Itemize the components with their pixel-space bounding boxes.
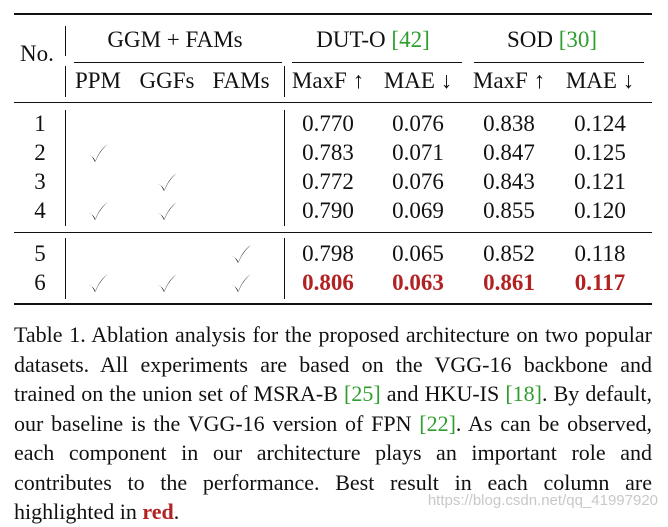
caption-text: Table 1. Ablation analysis for the propo… [14, 322, 652, 406]
table-caption: Table 1. Ablation analysis for the propo… [14, 320, 652, 527]
ppm-check-icon [89, 202, 108, 220]
no-column-divider [65, 26, 66, 56]
dut-maxf-value: 0.806 [302, 270, 354, 295]
caption-text: . As can be observed, each component in … [14, 410, 652, 525]
highlight-word: red [142, 499, 174, 524]
components-group-header: GGM + FAMs [107, 27, 243, 52]
sod-maxf-value: 0.838 [483, 111, 535, 136]
sod-mae-value: 0.118 [574, 241, 626, 266]
dut-maxf-value: 0.783 [302, 140, 354, 165]
dut-mae-value: 0.063 [392, 270, 444, 295]
ggfs-check-icon [158, 274, 177, 292]
dut-group-underline [292, 62, 462, 63]
no-column-header: No. [20, 41, 54, 66]
row-number: 1 [34, 111, 46, 136]
caption-text: and HKU-IS [380, 381, 506, 406]
dut-mae-value: 0.076 [392, 111, 444, 136]
table-top-rule [14, 13, 652, 15]
dut-mae-value: 0.071 [392, 140, 444, 165]
dut-mae-value: 0.069 [392, 198, 444, 223]
citation-link[interactable]: [22] [419, 410, 456, 436]
sod-mae-value: 0.117 [574, 270, 626, 295]
dut-maxf-column-header: MaxF ↑ [291, 68, 365, 93]
ppm-column-header: PPM [74, 68, 122, 93]
sod-group-underline [474, 62, 644, 63]
sod-group-header: SOD [30] [506, 27, 598, 52]
sod-maxf-value: 0.843 [483, 169, 535, 194]
ppm-check-icon [89, 144, 108, 162]
no-column-divider [65, 66, 66, 97]
components-group-underline [74, 62, 282, 63]
no-column-divider [65, 238, 66, 299]
ggfs-check-icon [158, 202, 177, 220]
metrics-column-divider [284, 110, 285, 226]
metrics-column-divider [284, 238, 285, 299]
watermark: https://blog.csdn.net/qq_41997920 [427, 492, 658, 509]
caption-text: . [173, 499, 180, 524]
dut-maxf-value: 0.790 [302, 198, 354, 223]
citation-link[interactable]: [25] [344, 381, 381, 406]
dut-mae-value: 0.076 [392, 169, 444, 194]
dut-maxf-value: 0.770 [302, 111, 354, 136]
row-number: 2 [34, 140, 46, 165]
sod-mae-value: 0.125 [574, 140, 626, 165]
fams-check-icon [232, 274, 251, 292]
row-number: 5 [34, 241, 46, 266]
fams-column-header: FAMs [212, 68, 270, 93]
sod-mae-value: 0.124 [574, 111, 626, 136]
dut-maxf-value: 0.772 [302, 169, 354, 194]
row-number: 3 [34, 169, 46, 194]
dut-group-header: DUT-O [42] [316, 27, 430, 52]
dut-maxf-value: 0.798 [302, 241, 354, 266]
sod-maxf-value: 0.847 [483, 140, 535, 165]
fams-check-icon [232, 245, 251, 263]
sod-citation: [30] [558, 27, 598, 52]
row-number: 4 [34, 198, 46, 223]
ggfs-check-icon [158, 173, 177, 191]
sod-maxf-value: 0.852 [483, 241, 535, 266]
table-bottom-rule [14, 303, 652, 305]
dut-mae-value: 0.065 [392, 241, 444, 266]
header-bottom-rule [14, 102, 652, 103]
sod-mae-column-header: MAE ↓ [565, 68, 635, 93]
no-column-divider [65, 110, 66, 226]
group-separator-rule [14, 232, 652, 233]
sod-maxf-value: 0.855 [483, 198, 535, 223]
citation-link[interactable]: [18] [505, 381, 542, 406]
ggfs-column-header: GGFs [139, 68, 195, 93]
sod-maxf-column-header: MaxF ↑ [472, 68, 546, 93]
dut-citation: [42] [391, 27, 430, 52]
row-number: 6 [34, 270, 46, 295]
sod-mae-value: 0.121 [574, 169, 626, 194]
sod-maxf-value: 0.861 [483, 270, 535, 295]
metrics-column-divider [284, 66, 285, 97]
sod-mae-value: 0.120 [574, 198, 626, 223]
ppm-check-icon [89, 274, 108, 292]
dut-mae-column-header: MAE ↓ [383, 68, 453, 93]
caption-text: . By default, our baseline is the VGG-16… [14, 381, 652, 436]
